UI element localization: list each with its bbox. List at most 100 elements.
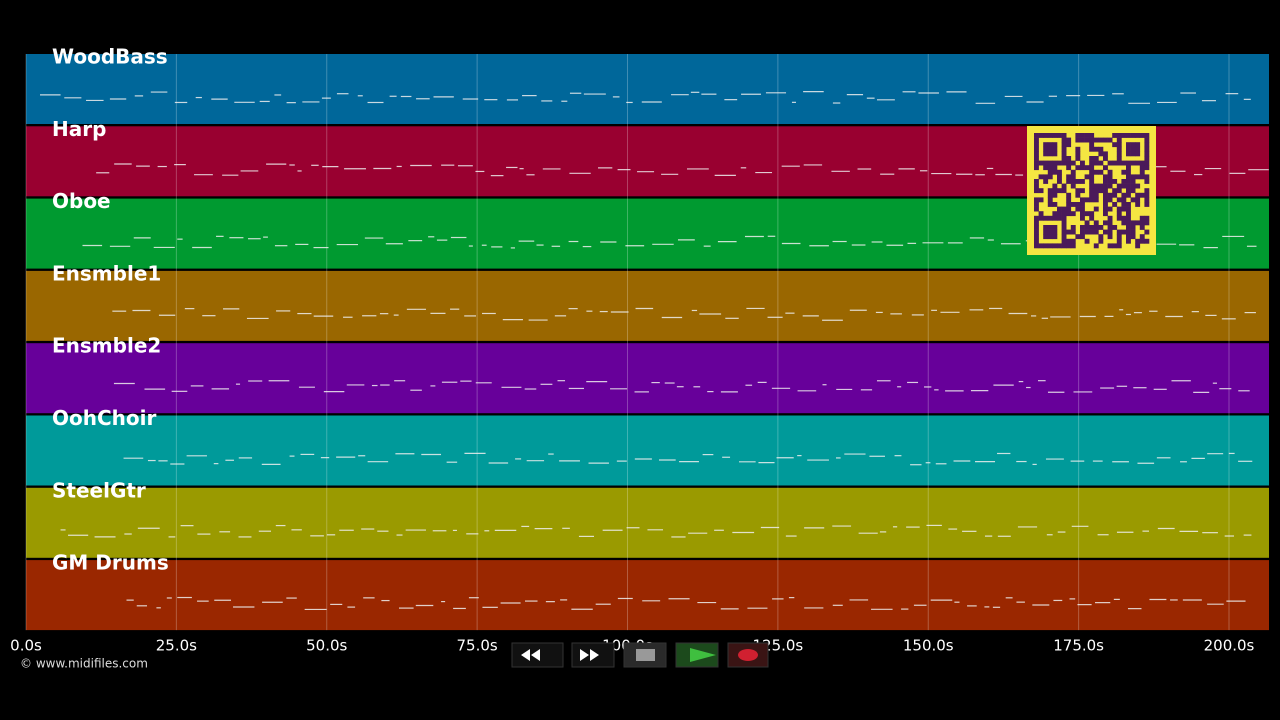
qr-module — [1047, 151, 1053, 157]
rewind-button[interactable] — [511, 642, 564, 668]
qr-module — [1057, 179, 1062, 184]
qr-module — [1066, 174, 1072, 180]
qr-module — [1112, 160, 1118, 166]
qr-module — [1116, 238, 1122, 244]
qr-module — [1121, 206, 1127, 212]
qr-module — [1103, 197, 1108, 203]
qr-module — [1098, 238, 1104, 244]
qr-module — [1121, 160, 1127, 166]
qr-module — [1080, 179, 1085, 184]
qr-module — [1116, 151, 1122, 157]
qr-module — [1130, 174, 1136, 180]
qr-module — [1126, 211, 1131, 217]
qr-module — [1052, 146, 1058, 152]
fast-forward-button[interactable] — [571, 642, 615, 668]
play-button[interactable] — [675, 642, 719, 668]
qr-module — [1107, 220, 1113, 226]
qr-module — [1103, 156, 1108, 161]
qr-module — [1034, 225, 1039, 230]
qr-module — [1116, 211, 1122, 217]
qr-module — [1130, 160, 1136, 166]
qr-module — [1038, 188, 1044, 194]
qr-module — [1126, 169, 1131, 175]
note-pattern — [60, 524, 1252, 538]
qr-module — [1107, 192, 1113, 198]
record-button[interactable] — [727, 642, 769, 668]
qr-module — [1116, 229, 1122, 235]
qr-module — [1043, 234, 1049, 240]
qr-module — [1112, 243, 1118, 249]
qr-module — [1089, 197, 1095, 203]
qr-module — [1098, 183, 1104, 189]
qr-module — [1075, 234, 1081, 240]
qr-module — [1112, 202, 1118, 207]
qr-module — [1052, 142, 1058, 148]
time-label: 150.0s — [903, 637, 954, 655]
qr-module — [1135, 220, 1141, 226]
qr-module — [1066, 229, 1072, 235]
qr-module — [1061, 211, 1067, 217]
qr-module — [1103, 202, 1108, 207]
qr-module — [1057, 188, 1062, 194]
qr-module — [1098, 146, 1104, 152]
qr-module — [1089, 142, 1095, 148]
qr-module — [1084, 229, 1090, 235]
qr-module — [1034, 160, 1039, 166]
stop-button[interactable] — [623, 642, 667, 668]
qr-module — [1126, 165, 1131, 171]
qr-module — [1034, 133, 1039, 138]
qr-module — [1112, 188, 1118, 194]
note-pattern — [123, 452, 1253, 466]
qr-module — [1052, 243, 1058, 249]
qr-module — [1112, 133, 1118, 138]
qr-module — [1034, 215, 1039, 221]
qr-module — [1038, 133, 1044, 138]
qr-module — [1070, 225, 1076, 230]
qr-module — [1107, 179, 1113, 184]
track-name: Ensmble1 — [52, 261, 161, 285]
qr-module — [1075, 151, 1081, 157]
qr-module — [1144, 174, 1150, 180]
qr-module — [1121, 220, 1127, 226]
qr-module — [1121, 202, 1127, 207]
qr-module — [1034, 142, 1039, 148]
qr-module — [1084, 137, 1090, 143]
qr-module — [1107, 206, 1113, 212]
qr-module — [1052, 229, 1058, 235]
qr-module — [1121, 197, 1127, 203]
qr-module — [1103, 179, 1108, 184]
qr-module — [1084, 133, 1090, 138]
qr-module — [1052, 169, 1058, 175]
qr-module — [1144, 220, 1150, 226]
qr-module — [1061, 234, 1067, 240]
qr-module — [1061, 146, 1067, 152]
qr-module — [1052, 188, 1058, 194]
qr-module — [1034, 243, 1039, 249]
qr-module — [1075, 146, 1081, 152]
qr-module — [1126, 188, 1131, 194]
note-pattern — [40, 91, 1251, 104]
qr-module — [1080, 197, 1085, 203]
qr-module — [1103, 188, 1108, 194]
qr-module — [1139, 169, 1145, 175]
qr-module — [1034, 179, 1039, 184]
qr-module — [1052, 165, 1058, 171]
qr-module — [1070, 211, 1076, 217]
qr-module — [1057, 133, 1062, 138]
qr-module — [1034, 146, 1039, 152]
qr-module — [1126, 146, 1131, 152]
qr-module — [1043, 133, 1049, 138]
qr-module — [1089, 160, 1095, 166]
qr-module — [1144, 160, 1150, 166]
qr-module — [1135, 243, 1141, 249]
note-pattern — [112, 307, 1256, 321]
qr-module — [1107, 234, 1113, 240]
qr-module — [1061, 220, 1067, 226]
qr-module — [1103, 211, 1108, 217]
qr-module — [1107, 243, 1113, 249]
qr-module — [1121, 169, 1127, 175]
track-lane — [26, 487, 1269, 558]
qr-module — [1139, 215, 1145, 221]
qr-module — [1052, 183, 1058, 189]
